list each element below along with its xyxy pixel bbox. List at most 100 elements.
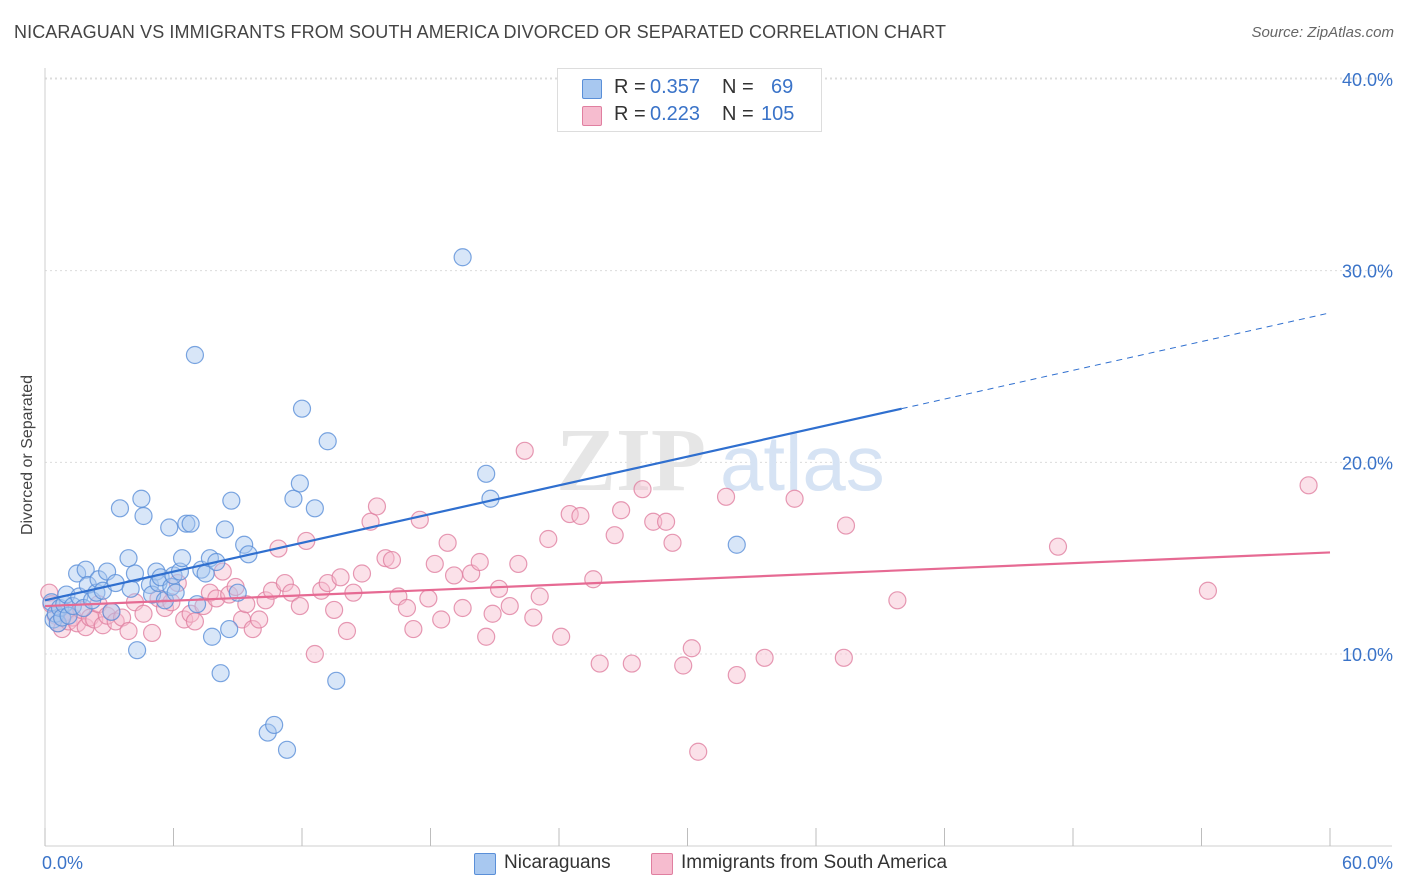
legend-n-label: N = (722, 103, 754, 125)
watermark-atlas: atlas (720, 419, 885, 507)
immigrants-point (644, 512, 663, 531)
nicaraguans-point (185, 345, 205, 365)
immigrants-point (674, 656, 693, 675)
immigrants-point (656, 512, 676, 531)
immigrants-point (250, 610, 269, 629)
immigrants-point (404, 619, 423, 639)
legend-swatch-pink (582, 106, 602, 126)
immigrants-point (1048, 537, 1068, 556)
nicaraguans-point (235, 535, 254, 554)
nicaraguans-point (181, 514, 200, 533)
immigrants-point (470, 552, 489, 572)
immigrants-point (605, 526, 624, 545)
legend-r-label: R = (614, 76, 646, 98)
y-tick-label: 10.0% (1342, 645, 1393, 665)
nicaraguans-point (110, 499, 130, 518)
legend-r-label: R = (614, 103, 646, 125)
nicaraguans-point (53, 608, 72, 627)
immigrants-point (119, 621, 138, 641)
immigrants-point (331, 568, 350, 587)
immigrants-point (275, 573, 294, 593)
nicaraguans-trend-line (44, 407, 902, 602)
chart-title: NICARAGUAN VS IMMIGRANTS FROM SOUTH AMER… (14, 22, 947, 42)
immigrants-point (716, 487, 736, 506)
immigrants-point (432, 610, 451, 629)
immigrants-point (682, 639, 701, 658)
immigrants-point (337, 621, 357, 641)
nicaraguans-point (160, 518, 179, 537)
nicaraguans-point (127, 641, 147, 660)
nicaraguans-point (727, 535, 746, 554)
immigrants-point (584, 570, 603, 589)
nicaraguans-point (290, 474, 309, 493)
nicaraguans-point (187, 595, 207, 614)
immigrants-point (622, 654, 641, 673)
nicaraguans-point (477, 464, 496, 483)
immigrants-point (483, 604, 502, 623)
legend-swatch-pink (651, 853, 673, 875)
immigrants-point (444, 566, 464, 585)
immigrants-point (1198, 581, 1218, 600)
immigrants-point (134, 604, 153, 623)
immigrants-point (419, 589, 438, 608)
nicaraguans-point (134, 506, 153, 526)
immigrants-point (477, 627, 496, 646)
immigrants-point (185, 612, 205, 631)
immigrants-point (689, 742, 708, 761)
correlation-legend: R = 0.357 N = 69 R = 0.223 N = 105 (557, 68, 822, 132)
immigrants-point (727, 665, 746, 685)
nicaraguans-point (222, 491, 241, 510)
immigrants-point (305, 644, 324, 664)
nicaraguans-point (318, 432, 337, 451)
nicaraguans-point (125, 564, 145, 583)
nicaraguans-point (102, 602, 121, 621)
legend-swatch-blue (474, 853, 496, 875)
immigrants-point (539, 529, 558, 549)
nicaraguans-point (453, 248, 472, 267)
nicaraguans-point (132, 489, 151, 508)
immigrants-point (834, 648, 853, 667)
immigrants-point (1299, 476, 1318, 495)
nicaraguans-point (172, 549, 192, 568)
x-tick-label: 60.0% (1342, 853, 1393, 873)
legend-n-value: 105 (761, 103, 795, 125)
immigrants-point (590, 654, 609, 673)
immigrants-point (515, 441, 534, 460)
nicaraguans-point (59, 606, 78, 625)
immigrants-point (376, 549, 395, 568)
immigrants-point (663, 533, 682, 552)
immigrants-point (367, 497, 387, 516)
immigrants-point (755, 648, 774, 667)
legend-n-value: 69 (771, 76, 794, 98)
immigrants-point (325, 600, 344, 620)
nicaraguans-point (119, 549, 138, 568)
immigrants-point (438, 533, 457, 552)
immigrants-point (509, 554, 528, 574)
immigrants-point (489, 579, 509, 598)
legend-r-value: 0.223 (650, 103, 701, 125)
nicaraguans-point (215, 520, 234, 539)
immigrants-point (888, 591, 907, 610)
nicaraguans-point (284, 489, 303, 508)
y-tick-label: 30.0% (1342, 262, 1393, 282)
immigrants-point (382, 550, 402, 570)
legend-row-nicaraguans: R = 0.357 N = 69 (558, 73, 821, 101)
legend-r-value: 0.357 (650, 76, 701, 98)
nicaraguans-point (166, 583, 185, 602)
immigrants-point (612, 501, 631, 520)
y-tick-label: 20.0% (1342, 453, 1393, 473)
legend-row-immigrants: R = 0.223 N = 105 (558, 100, 821, 128)
immigrants-trend-line (44, 551, 1331, 608)
immigrants-point (530, 587, 549, 606)
series-legend: Nicaraguans Immigrants from South Americ… (0, 851, 1406, 879)
watermark-zip: ZIP (556, 411, 706, 510)
immigrants-point (397, 598, 417, 618)
nicaraguans-point (277, 740, 297, 759)
nicaraguans-point (220, 619, 239, 639)
nicaraguans-trend-extension (901, 312, 1331, 410)
immigrants-point (785, 489, 804, 508)
y-tick-label: 40.0% (1342, 70, 1393, 90)
nicaraguans-point (265, 715, 284, 735)
immigrants-point (552, 627, 571, 646)
